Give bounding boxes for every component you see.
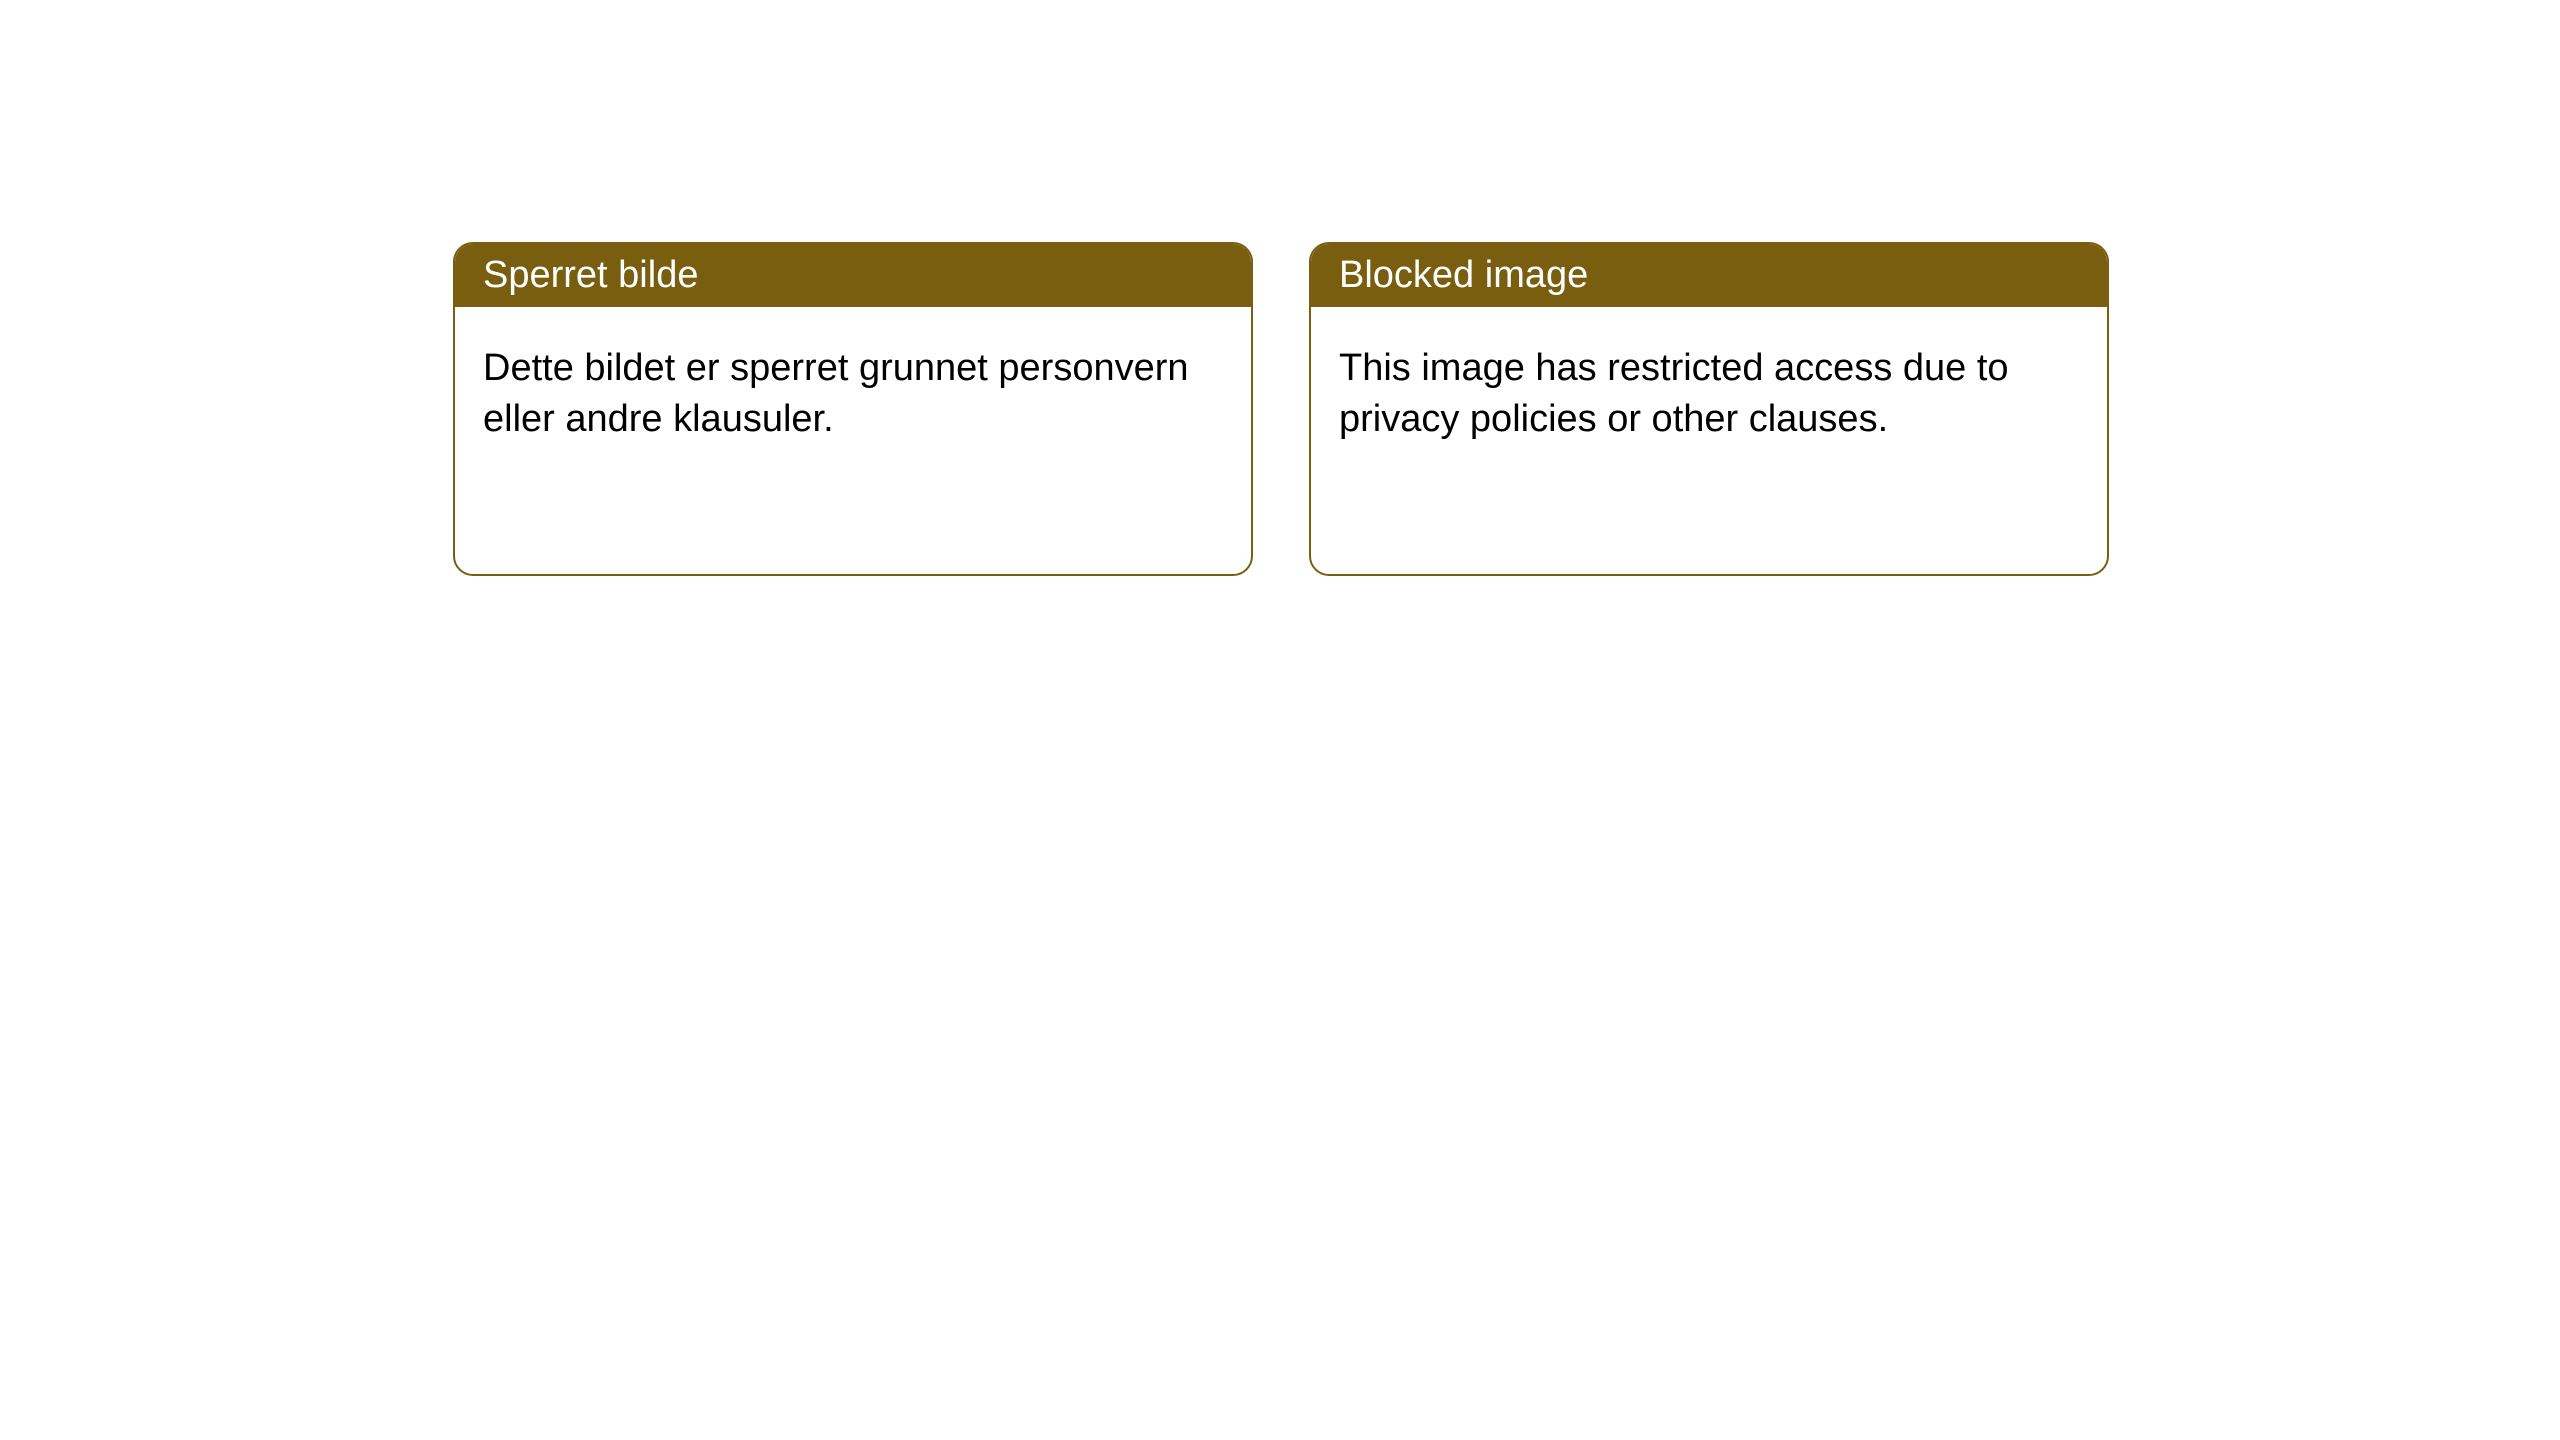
blocked-image-card-en: Blocked image This image has restricted …: [1309, 242, 2109, 576]
card-title: Sperret bilde: [483, 254, 698, 296]
card-body: This image has restricted access due to …: [1311, 307, 2107, 482]
card-header: Blocked image: [1311, 244, 2107, 307]
card-message: Dette bildet er sperret grunnet personve…: [483, 347, 1189, 440]
card-message: This image has restricted access due to …: [1339, 347, 2009, 440]
cards-container: Sperret bilde Dette bildet er sperret gr…: [453, 242, 2109, 576]
card-title: Blocked image: [1339, 254, 1588, 296]
card-header: Sperret bilde: [455, 244, 1251, 307]
blocked-image-card-no: Sperret bilde Dette bildet er sperret gr…: [453, 242, 1253, 576]
card-body: Dette bildet er sperret grunnet personve…: [455, 307, 1251, 482]
